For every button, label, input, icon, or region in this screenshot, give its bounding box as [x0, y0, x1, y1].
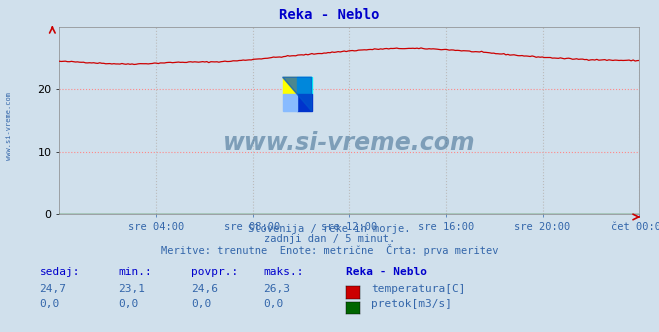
Text: maks.:: maks.: — [264, 267, 304, 277]
Text: 24,7: 24,7 — [40, 284, 67, 294]
Text: Reka - Neblo: Reka - Neblo — [346, 267, 427, 277]
Polygon shape — [283, 94, 297, 111]
Text: www.si-vreme.com: www.si-vreme.com — [223, 131, 476, 155]
Polygon shape — [283, 77, 297, 94]
Text: sedaj:: sedaj: — [40, 267, 80, 277]
Text: 24,6: 24,6 — [191, 284, 218, 294]
Text: www.si-vreme.com: www.si-vreme.com — [5, 92, 12, 160]
Text: povpr.:: povpr.: — [191, 267, 239, 277]
Text: 0,0: 0,0 — [40, 299, 60, 309]
Text: Meritve: trenutne  Enote: metrične  Črta: prva meritev: Meritve: trenutne Enote: metrične Črta: … — [161, 244, 498, 256]
Text: pretok[m3/s]: pretok[m3/s] — [371, 299, 452, 309]
Polygon shape — [283, 77, 312, 111]
Text: 0,0: 0,0 — [119, 299, 139, 309]
Text: 26,3: 26,3 — [264, 284, 291, 294]
Text: 23,1: 23,1 — [119, 284, 146, 294]
Text: Reka - Neblo: Reka - Neblo — [279, 8, 380, 22]
Polygon shape — [297, 94, 312, 111]
Polygon shape — [297, 77, 312, 94]
Text: temperatura[C]: temperatura[C] — [371, 284, 465, 294]
Text: min.:: min.: — [119, 267, 152, 277]
Text: 0,0: 0,0 — [264, 299, 284, 309]
Text: 0,0: 0,0 — [191, 299, 212, 309]
Text: Slovenija / reke in morje.: Slovenija / reke in morje. — [248, 224, 411, 234]
Text: zadnji dan / 5 minut.: zadnji dan / 5 minut. — [264, 234, 395, 244]
